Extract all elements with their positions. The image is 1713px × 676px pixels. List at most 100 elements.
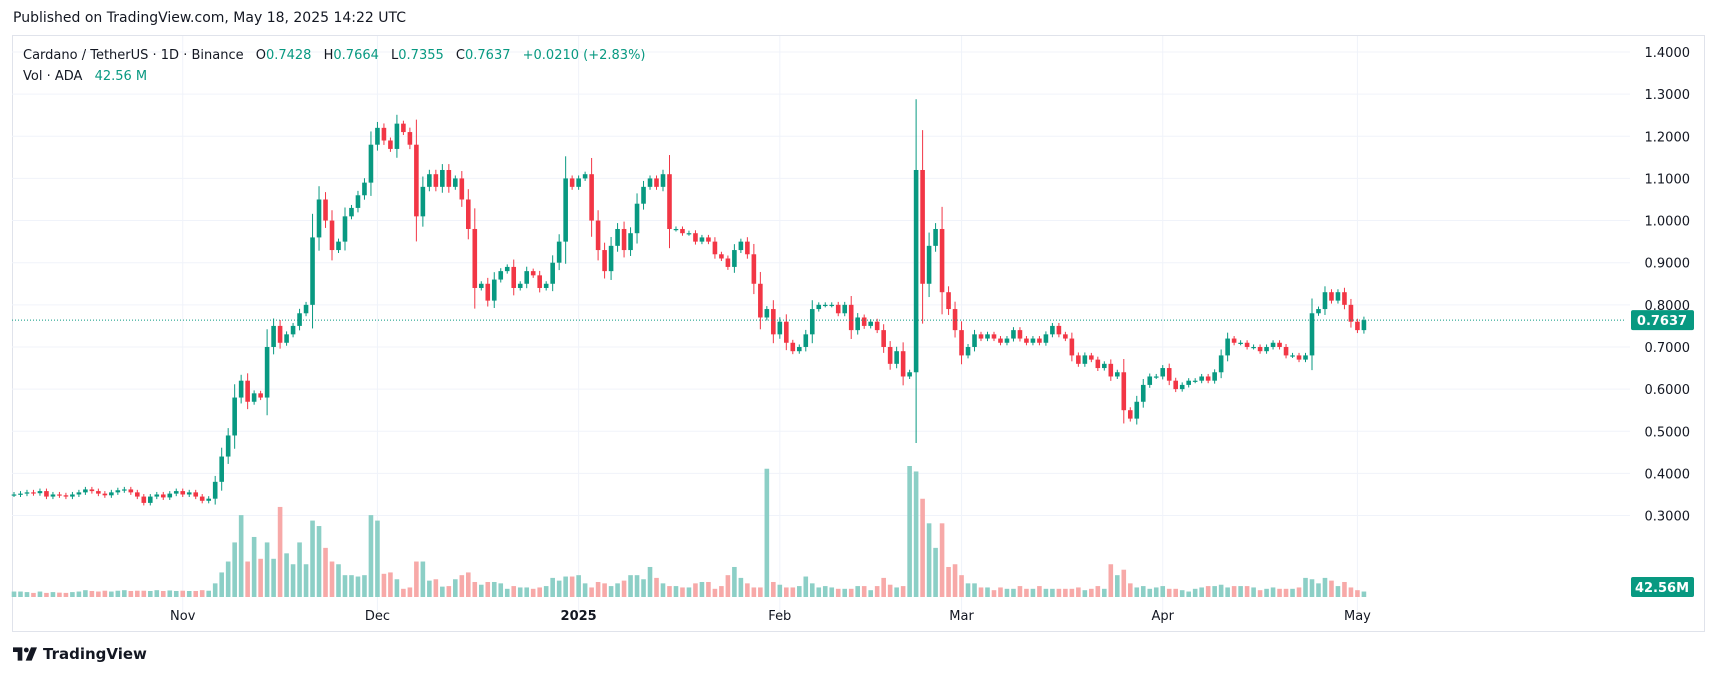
volume-bar bbox=[420, 561, 426, 597]
time-axis[interactable]: Nov Dec 2025 Feb Mar Apr May bbox=[170, 609, 1371, 624]
volume-bar bbox=[809, 583, 815, 597]
candle-body bbox=[193, 492, 199, 497]
candle-body bbox=[472, 228, 478, 288]
volume-bar bbox=[225, 561, 231, 597]
candle-body bbox=[31, 492, 36, 494]
volume-bar bbox=[771, 581, 776, 597]
price-axis[interactable]: 1.4000 1.3000 1.2000 1.1000 1.0000 0.9000 0.80… bbox=[1645, 46, 1691, 525]
volume-bar bbox=[245, 561, 250, 597]
volume-bar bbox=[926, 523, 932, 597]
open-label: O bbox=[255, 48, 266, 63]
tradingview-logo-icon bbox=[13, 647, 37, 661]
volume-bar bbox=[485, 581, 491, 597]
volume-bar bbox=[719, 586, 724, 597]
candle-body bbox=[375, 127, 380, 145]
volume-bar bbox=[407, 587, 413, 597]
candle-body bbox=[946, 292, 951, 310]
candle-body bbox=[582, 174, 588, 179]
candle-body bbox=[115, 490, 121, 493]
candle-body bbox=[154, 494, 160, 497]
candle-body bbox=[972, 334, 977, 347]
candle-body bbox=[1166, 368, 1172, 381]
volume-bar bbox=[459, 575, 465, 597]
candle-body bbox=[180, 491, 186, 495]
candle-body bbox=[784, 321, 789, 343]
candle-body bbox=[1147, 376, 1153, 385]
candle-body bbox=[1017, 330, 1023, 339]
symbol-title[interactable]: Cardano / TetherUS · 1D · Binance bbox=[23, 48, 244, 63]
volume-bar bbox=[219, 572, 224, 597]
volume-bar bbox=[576, 575, 581, 597]
tradingview-logo[interactable]: TradingView bbox=[13, 645, 147, 663]
candlestick-chart[interactable]: 1.4000 1.3000 1.2000 1.1000 1.0000 0.9000 0.80… bbox=[0, 0, 1713, 640]
volume-bar bbox=[50, 592, 56, 597]
volume-bar bbox=[1082, 590, 1088, 597]
volume-bar bbox=[1192, 588, 1198, 597]
candle-body bbox=[297, 313, 302, 326]
volume-bar bbox=[972, 583, 977, 597]
candle-body bbox=[550, 262, 555, 284]
volume-bar bbox=[76, 591, 82, 597]
candle-body bbox=[329, 220, 335, 251]
volume-bar bbox=[141, 590, 147, 597]
volume-bar bbox=[1212, 586, 1217, 597]
volume-bar bbox=[44, 592, 49, 597]
volume-bar bbox=[939, 523, 945, 597]
volume-bar bbox=[861, 586, 867, 597]
volume-bar bbox=[232, 542, 237, 597]
candle-body bbox=[628, 233, 633, 251]
candle-body bbox=[1102, 363, 1107, 369]
volume-bar bbox=[1251, 587, 1256, 597]
volume-bar bbox=[147, 590, 153, 597]
candle-body bbox=[965, 346, 971, 356]
volume-bar bbox=[725, 575, 731, 597]
volume-bar bbox=[453, 579, 458, 597]
volume-bar bbox=[556, 580, 562, 597]
candle-body bbox=[926, 245, 932, 284]
volume-bar bbox=[310, 520, 315, 597]
candle-body bbox=[1121, 372, 1127, 411]
volume-value: 42.56 M bbox=[94, 69, 148, 84]
candle-body bbox=[621, 228, 627, 251]
volume-bar bbox=[472, 581, 478, 597]
candle-body bbox=[1037, 338, 1042, 343]
volume-bar bbox=[933, 547, 938, 597]
candle-body bbox=[128, 489, 134, 493]
candle-body bbox=[173, 491, 179, 494]
volume-bar bbox=[323, 547, 328, 597]
volume-label[interactable]: Vol · ADA bbox=[23, 69, 83, 84]
volume-bar bbox=[238, 515, 244, 597]
volume-bar bbox=[1218, 584, 1224, 597]
candle-body bbox=[225, 435, 231, 457]
volume-bar bbox=[621, 580, 627, 597]
candle-body bbox=[894, 351, 899, 364]
volume-bar bbox=[102, 590, 108, 597]
volume-bar bbox=[1322, 577, 1328, 597]
volume-bar bbox=[1056, 588, 1062, 597]
volume-bar bbox=[329, 561, 335, 597]
chart-pane[interactable] bbox=[12, 35, 1705, 632]
volume-bar bbox=[965, 583, 971, 597]
candle-body bbox=[83, 489, 88, 493]
candle-body bbox=[160, 494, 166, 498]
candle-body bbox=[978, 334, 984, 339]
volume-bar bbox=[1011, 588, 1016, 597]
candle-body bbox=[1108, 363, 1114, 377]
volume-bar bbox=[394, 579, 400, 597]
candle-body bbox=[771, 309, 776, 335]
candle-body bbox=[498, 271, 504, 280]
volume-bar bbox=[524, 587, 530, 597]
volume-bar bbox=[1037, 586, 1042, 597]
candle-body bbox=[491, 279, 497, 301]
volume-bar bbox=[316, 526, 322, 597]
candle-body bbox=[602, 250, 607, 272]
grid-lines bbox=[12, 36, 1630, 612]
candle-body bbox=[796, 346, 802, 352]
volume-bar bbox=[816, 587, 822, 597]
volume-bar bbox=[1179, 590, 1185, 597]
candle-body bbox=[401, 123, 406, 133]
volume-bar bbox=[388, 572, 393, 597]
y-tick-label: 1.4000 bbox=[1645, 46, 1691, 61]
candle-body bbox=[686, 233, 692, 235]
volume-bar bbox=[1121, 569, 1127, 597]
